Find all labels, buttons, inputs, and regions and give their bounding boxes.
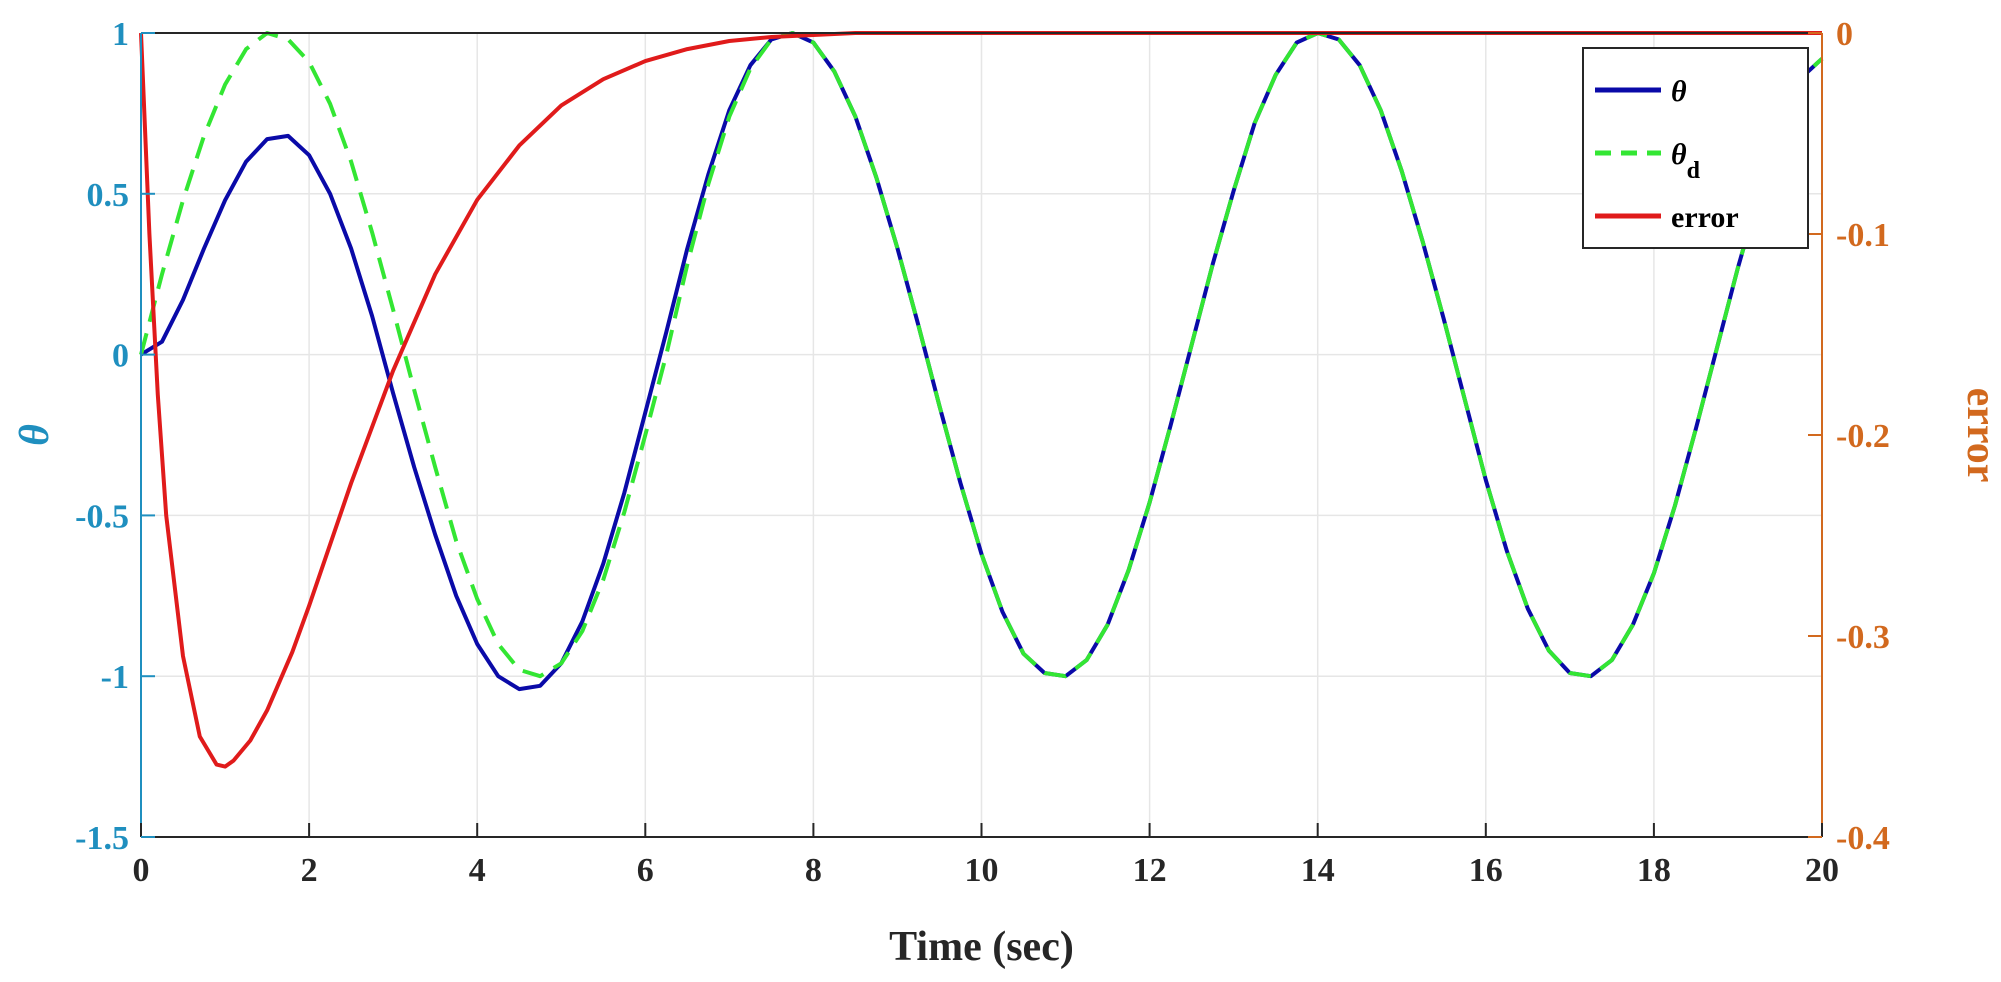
- x-axis-title: Time (sec): [889, 924, 1074, 970]
- right-axis-title: error: [1958, 388, 2001, 483]
- left-tick-label: 0: [112, 338, 129, 375]
- x-tick-label: 6: [637, 852, 654, 889]
- theta-series-line: [139, 31, 1824, 692]
- right-tick-label: 0: [1836, 16, 1853, 53]
- x-tick-label: 16: [1469, 852, 1503, 889]
- legend-label-subscript: d: [1687, 158, 1701, 184]
- x-tick-label: 2: [301, 852, 318, 889]
- x-tick-label: 10: [965, 852, 999, 889]
- x-tick-label: 0: [133, 852, 150, 889]
- legend-label: error: [1671, 201, 1739, 234]
- right-tick-label: -0.4: [1836, 820, 1890, 857]
- legend-label-main: θ: [1671, 75, 1687, 108]
- grid-layer: [140, 32, 1823, 838]
- x-tick-label: 12: [1133, 852, 1167, 889]
- legend-label-main: error: [1671, 201, 1739, 234]
- legend-label: θ: [1671, 75, 1687, 108]
- left-tick-label: -1: [101, 659, 129, 696]
- x-tick-label: 14: [1301, 852, 1335, 889]
- left-tick-label: -1.5: [75, 820, 129, 857]
- x-tick-label: 8: [805, 852, 822, 889]
- legend-label-main: θ: [1671, 138, 1687, 171]
- right-tick-label: -0.1: [1836, 217, 1890, 254]
- right-tick-label: -0.2: [1836, 418, 1890, 455]
- left-tick-label: -0.5: [75, 498, 129, 535]
- legend-label: θd: [1671, 138, 1701, 184]
- left-tick-label: 0.5: [87, 177, 130, 214]
- left-tick-label: 1: [112, 16, 129, 53]
- right-tick-label: -0.3: [1836, 619, 1890, 656]
- x-tick-label: 4: [469, 852, 486, 889]
- x-tick-label: 20: [1805, 852, 1839, 889]
- x-tick-label: 18: [1637, 852, 1671, 889]
- left-axis-title: θ: [12, 424, 58, 446]
- axes-layer: 0 2 4 6 8 10 12 14 16 18 2010.50-0.5-1-1.50-0.1-0.…: [75, 16, 1890, 889]
